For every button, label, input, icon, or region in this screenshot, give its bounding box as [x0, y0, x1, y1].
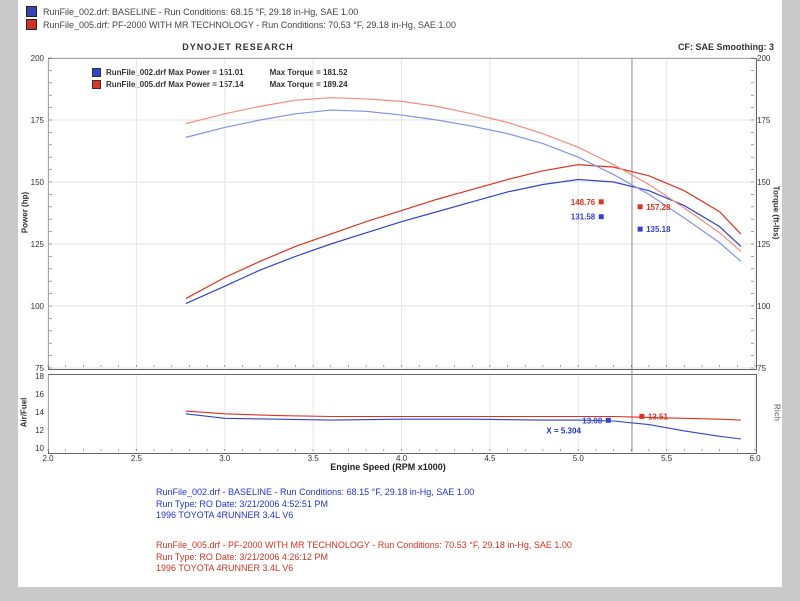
tick-label: 5.0 [572, 454, 584, 463]
tick-label: 12 [35, 426, 44, 435]
pf2000-series-swatch [92, 79, 101, 89]
tick-label: 150 [757, 178, 771, 187]
tick-label: 125 [30, 240, 44, 249]
pf2000-run-summary: RunFile_005.drf - PF-2000 WITH MR TECHNO… [156, 540, 572, 575]
tick-label: 18 [35, 372, 44, 381]
pf2000-color-swatch [26, 19, 37, 30]
tick-label: 200 [30, 54, 44, 63]
rich-axis-label: Rich [772, 403, 782, 422]
tick-label: 4.5 [484, 454, 496, 463]
legend-row-baseline: RunFile_002.drf: BASELINE - Run Conditio… [26, 5, 456, 18]
max-values-row-pf2000: RunFile_005.drf Max Power = 157.14 Max T… [92, 78, 348, 90]
baseline-summary-line1: RunFile_002.drf - BASELINE - Run Conditi… [156, 487, 475, 497]
tick-label: 175 [30, 116, 44, 125]
pf2000-summary-line2: Run Type: RO Date: 3/21/2006 4:26:12 PM [156, 551, 328, 562]
pf2000-max-torque: Max Torque = 189.24 [269, 79, 348, 89]
baseline-color-swatch [26, 6, 37, 17]
run-conditions-legend: RunFile_002.drf: BASELINE - Run Conditio… [26, 5, 456, 31]
tick-label: 150 [30, 178, 44, 187]
baseline-max-torque: Max Torque = 181.52 [269, 67, 348, 77]
tick-label: 100 [757, 302, 771, 311]
tick-label: 3.5 [307, 454, 319, 463]
baseline-summary-line2: Run Type: RO Date: 3/21/2006 4:52:51 PM [156, 498, 328, 509]
max-values-row-baseline: RunFile_002.drf Max Power = 151.01 Max T… [92, 66, 348, 78]
tick-label: 10 [35, 444, 44, 453]
baseline-run-summary: RunFile_002.drf - BASELINE - Run Conditi… [156, 487, 474, 522]
tick-label: 200 [757, 54, 771, 63]
torque-axis-title: Torque (ft-lbs) [771, 185, 781, 240]
pf2000-summary-line3: 1996 TOYOTA 4RUNNER 3.4L V6 [156, 563, 294, 573]
tick-label: 2.5 [130, 454, 142, 463]
tick-label: 2.0 [42, 454, 54, 463]
tick-label: 125 [757, 240, 771, 249]
tick-label: 5.5 [661, 454, 673, 463]
dyno-sheet-card: RunFile_002.drf: BASELINE - Run Conditio… [18, 0, 782, 587]
baseline-run-conditions: RunFile_002.drf: BASELINE - Run Conditio… [43, 6, 359, 17]
correction-factor-label: CF: SAE Smoothing: 3 [678, 42, 774, 52]
tick-label: 100 [30, 302, 44, 311]
engine-speed-axis-title: Engine Speed (RPM x1000) [330, 462, 446, 472]
air-fuel-plot-area [48, 374, 757, 454]
pf2000-summary-line1: RunFile_005.drf - PF-2000 WITH MR TECHNO… [156, 540, 572, 550]
legend-row-pf2000: RunFile_005.drf: PF-2000 WITH MR TECHNOL… [26, 18, 456, 31]
pf2000-max-power: RunFile_005.drf Max Power = 157.14 [106, 79, 244, 89]
baseline-summary-line3: 1996 TOYOTA 4RUNNER 3.4L V6 [156, 510, 294, 520]
tick-label: 3.0 [219, 454, 231, 463]
tick-label: 175 [757, 116, 771, 125]
tick-label: 75 [757, 364, 766, 373]
max-values-legend: RunFile_002.drf Max Power = 151.01 Max T… [92, 66, 348, 90]
tick-label: 14 [35, 408, 44, 417]
tick-label: 75 [35, 364, 44, 373]
tick-label: 6.0 [749, 454, 761, 463]
power-axis-title: Power (hp) [20, 191, 30, 234]
baseline-series-swatch [92, 67, 101, 77]
power-torque-plot-area [48, 58, 757, 370]
baseline-max-power: RunFile_002.drf Max Power = 151.01 [106, 67, 244, 77]
pf2000-run-conditions: RunFile_005.drf: PF-2000 WITH MR TECHNOL… [43, 19, 456, 30]
dynojet-brand-title: DYNOJET RESEARCH [182, 42, 294, 52]
tick-label: 4.0 [395, 454, 408, 463]
tick-label: 16 [35, 390, 44, 399]
